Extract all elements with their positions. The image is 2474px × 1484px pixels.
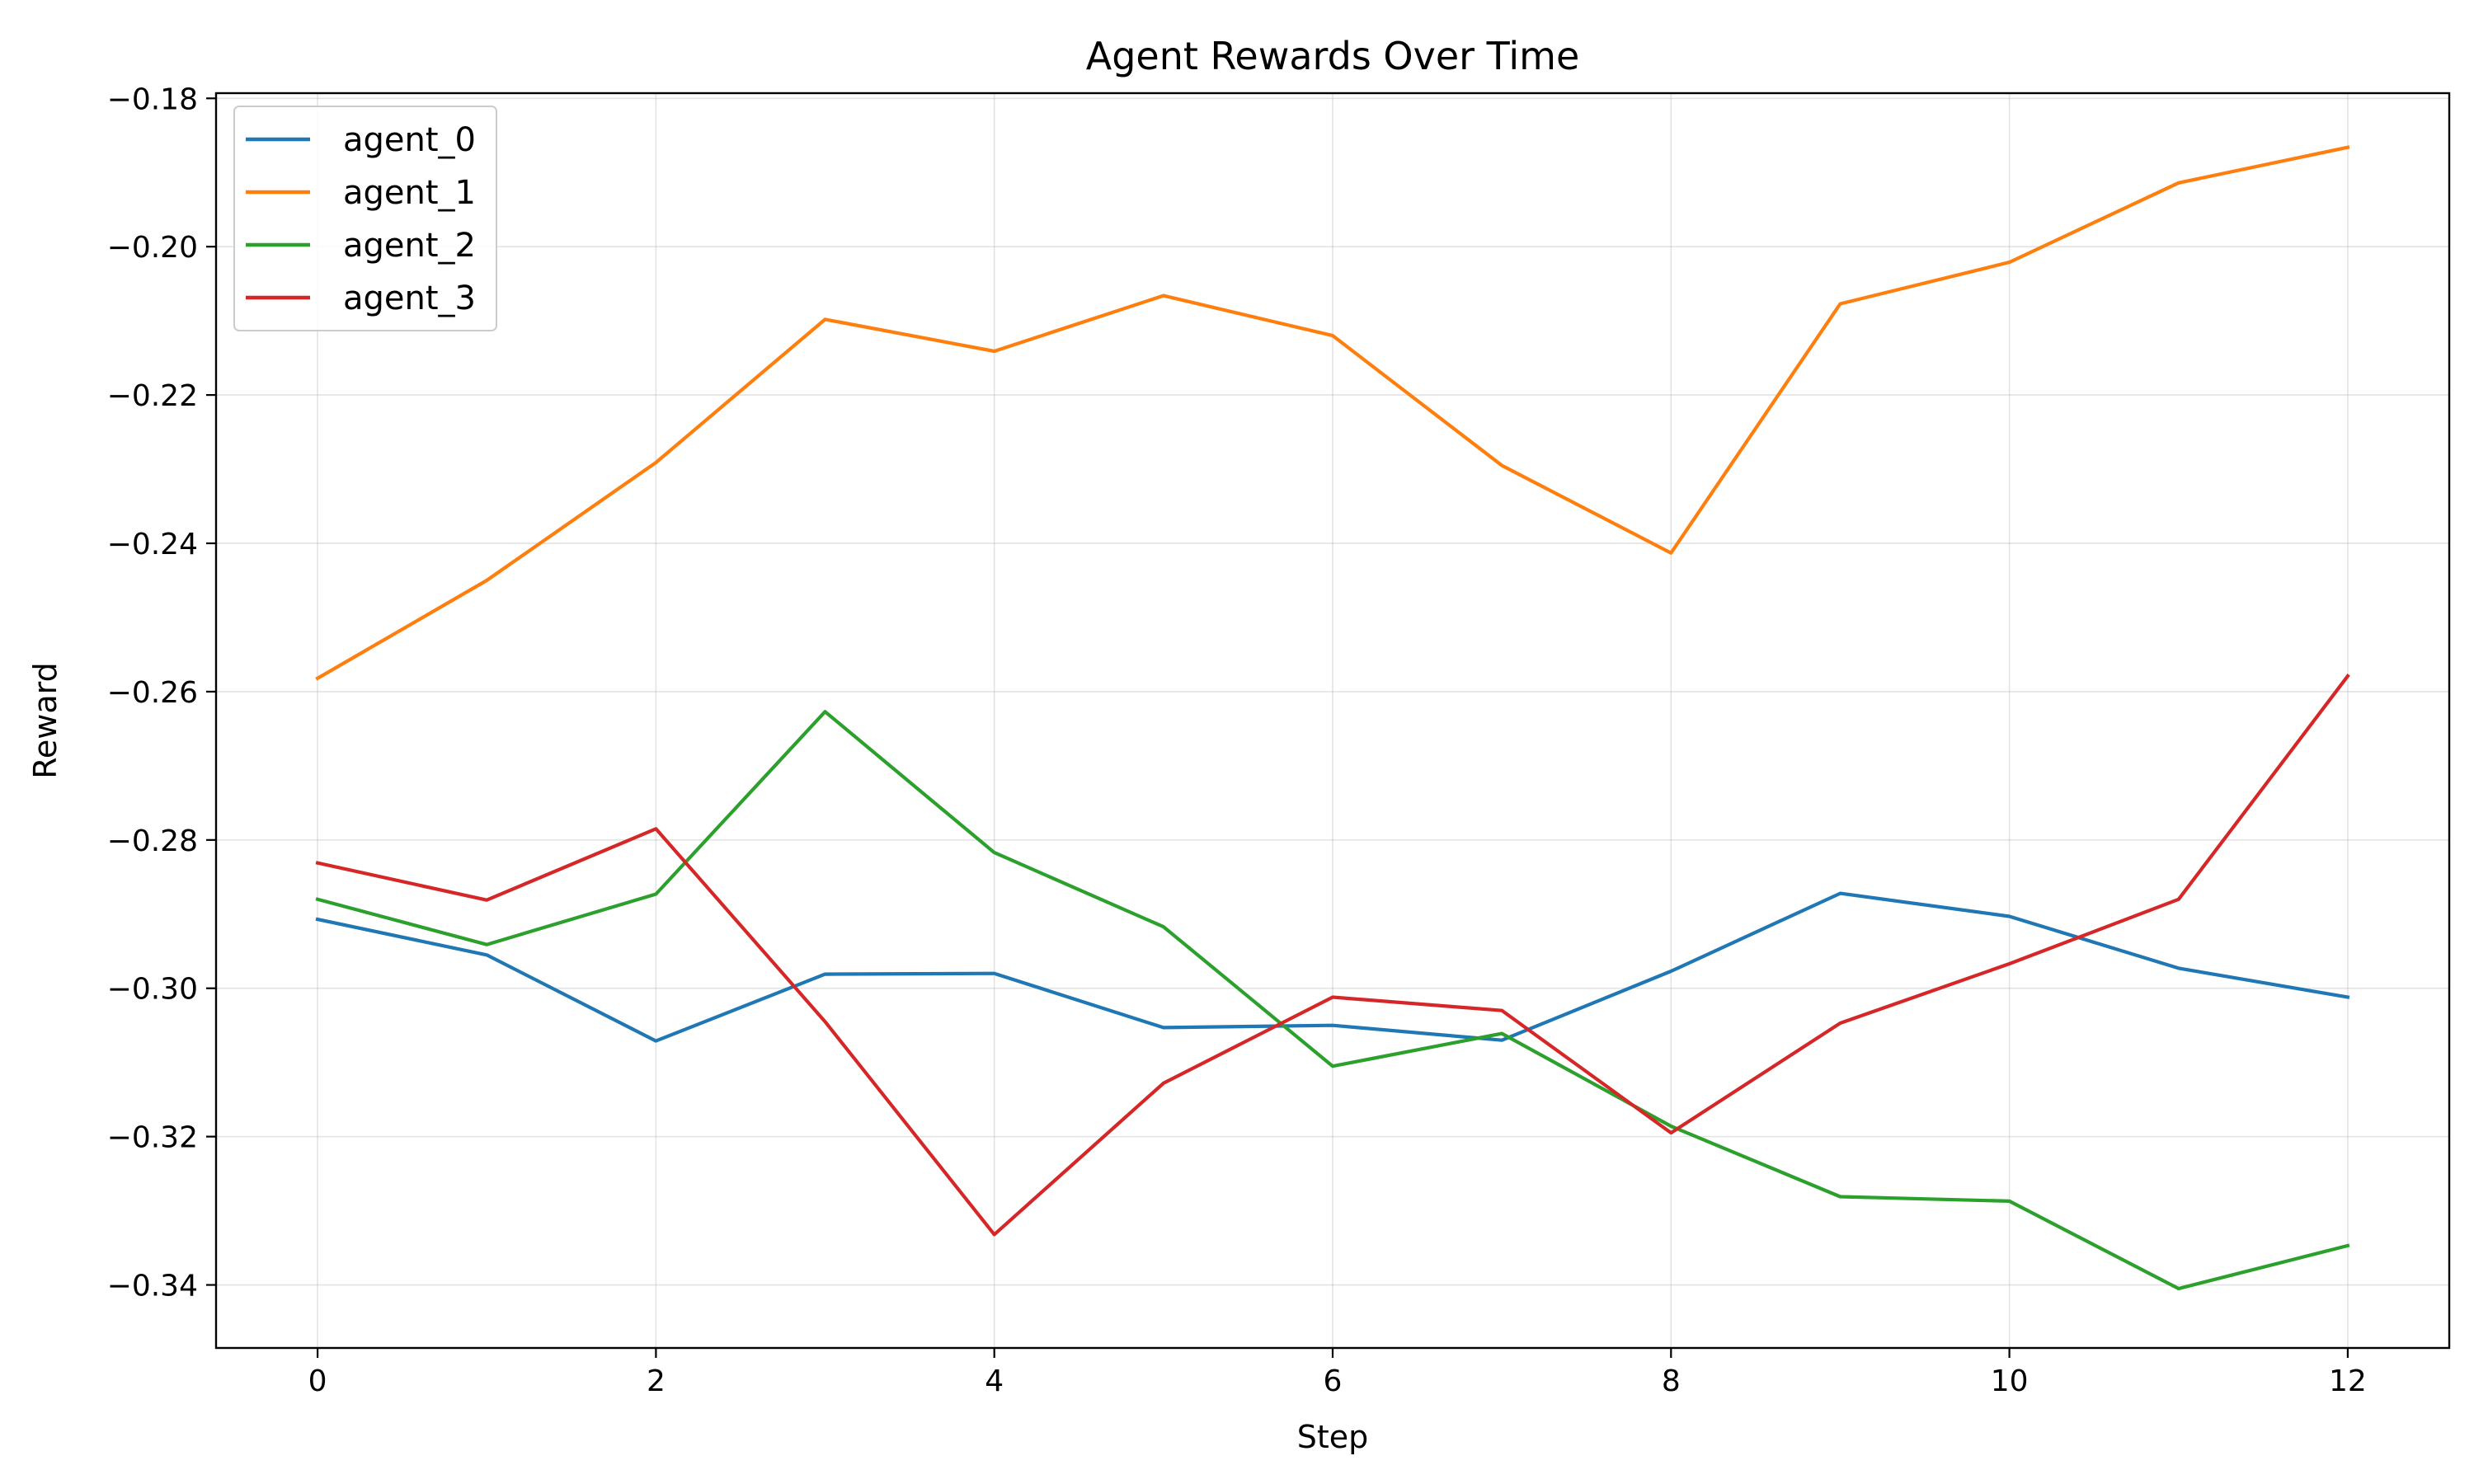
grid	[216, 93, 2449, 1348]
chart-title: Agent Rewards Over Time	[1086, 34, 1580, 78]
x-tick-label: 12	[2329, 1364, 2367, 1398]
legend-box	[233, 106, 497, 331]
x-axis-title: Step	[1297, 1419, 1369, 1455]
legend-label: agent_1	[343, 174, 476, 212]
x-tick-label: 0	[308, 1364, 327, 1398]
series-line-agent_0	[315, 891, 2350, 1043]
y-tick-label: −0.30	[107, 973, 198, 1007]
axis-ticks: 0 2 4 6 8 10 12 −0.34 −0.32 −0.30 −0.28 −0.26 −0.24 −…	[107, 82, 2367, 1398]
series-line-agent_3	[315, 674, 2350, 1237]
series-line-agent_1	[315, 145, 2350, 681]
y-tick-label: −0.22	[107, 379, 198, 413]
legend-label: agent_0	[343, 121, 476, 159]
y-tick-label: −0.34	[107, 1270, 198, 1303]
y-tick-label: −0.28	[107, 824, 198, 858]
x-tick-label: 2	[647, 1364, 666, 1398]
y-axis-title: Reward	[27, 662, 63, 779]
y-tick-label: −0.26	[107, 676, 198, 710]
x-tick-label: 10	[1991, 1364, 2029, 1398]
x-tick-label: 8	[1662, 1364, 1681, 1398]
series-line-agent_2	[315, 710, 2350, 1291]
legend-label: agent_2	[343, 227, 476, 265]
series-lines	[315, 145, 2350, 1291]
y-tick-label: −0.24	[107, 528, 198, 561]
legend-label: agent_3	[343, 279, 476, 317]
y-tick-label: −0.20	[107, 231, 198, 265]
y-tick-label: −0.18	[107, 82, 198, 116]
x-tick-label: 4	[985, 1364, 1004, 1398]
x-tick-label: 6	[1324, 1364, 1343, 1398]
y-tick-label: −0.32	[107, 1121, 198, 1155]
legend: agent_0 agent_1 agent_2 agent_3	[233, 106, 497, 331]
